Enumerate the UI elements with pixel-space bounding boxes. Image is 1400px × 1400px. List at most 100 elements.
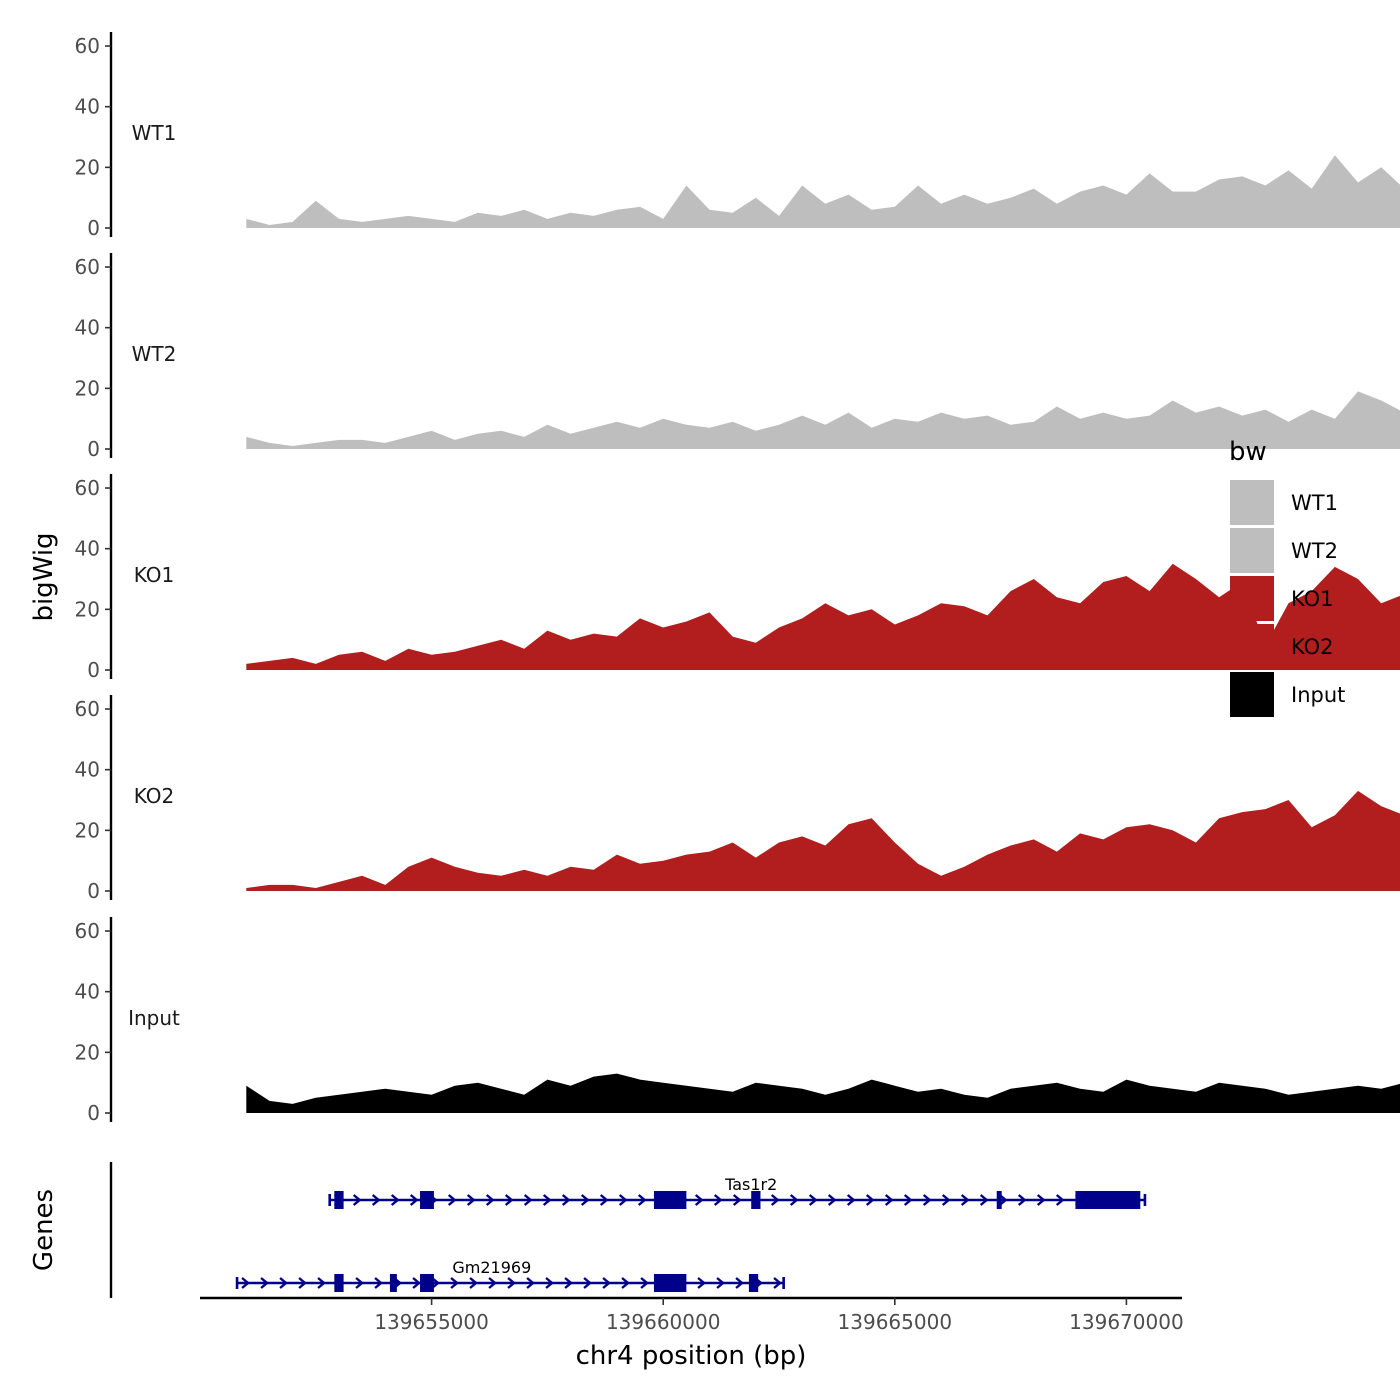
y-tick-label: 20: [75, 155, 100, 179]
y-tick-label: 40: [75, 980, 100, 1004]
strand-arrow-icon: [504, 1194, 514, 1206]
legend-label: KO1: [1291, 587, 1334, 611]
strand-arrow-icon: [447, 1194, 457, 1206]
gene-exon: [334, 1274, 344, 1292]
x-axis: 139655000 139660000 139665000 139670000 chr…: [200, 1296, 1184, 1371]
strand-arrow-icon: [770, 1194, 780, 1206]
x-axis-title: chr4 position (bp): [576, 1341, 807, 1371]
gene-exon: [420, 1274, 434, 1292]
legend-item-wt2: WT2: [1230, 528, 1338, 573]
legend-item-wt1: WT1: [1230, 480, 1338, 525]
strand-arrow-icon: [697, 1277, 706, 1289]
gene-gm21969: Gm21969: [235, 1258, 785, 1292]
x-tick-label: 139655000: [374, 1310, 489, 1334]
strand-arrow-icon: [561, 1194, 571, 1206]
y-tick-label: 40: [75, 758, 100, 782]
track-label: WT1: [132, 121, 177, 145]
gene-exon: [751, 1191, 761, 1209]
strand-arrow-icon: [865, 1194, 875, 1206]
strand-arrow-icon: [583, 1277, 592, 1289]
strand-arrow-icon: [466, 1194, 476, 1206]
y-tick-label: 20: [75, 1040, 100, 1064]
strand-arrow-icon: [469, 1277, 478, 1289]
strand-arrow-icon: [640, 1277, 649, 1289]
strand-arrow-icon: [599, 1194, 609, 1206]
strand-arrow-icon: [618, 1194, 628, 1206]
legend-item-ko1: KO1: [1230, 576, 1334, 621]
legend-item-input: Input: [1230, 672, 1345, 717]
y-tick-label: 20: [75, 376, 100, 400]
legend-items: WT1 WT2 KO1 KO2 Input: [1230, 480, 1345, 717]
genes-panel: Genes Tas1r2 Gm21969: [29, 1162, 1147, 1298]
track-panel-ko2: 0 20 40 60 KO2: [75, 695, 1400, 903]
strand-arrow-icon: [409, 1194, 419, 1206]
legend-label: WT1: [1291, 491, 1338, 515]
strand-arrow-icon: [941, 1194, 951, 1206]
gene-exon: [996, 1191, 1002, 1209]
strand-arrow-icon: [523, 1194, 533, 1206]
coverage-area-ko1: [246, 563, 1400, 670]
strand-arrow-icon: [526, 1277, 535, 1289]
y-tick-label: 40: [75, 316, 100, 340]
y-tick-label: 40: [75, 95, 100, 119]
strand-arrow-icon: [355, 1277, 364, 1289]
legend-label: KO2: [1291, 635, 1334, 659]
track-label: WT2: [132, 342, 177, 366]
gene-exon: [389, 1274, 397, 1292]
strand-arrow-icon: [1055, 1194, 1065, 1206]
strand-arrow-icon: [713, 1194, 723, 1206]
gene-exon: [1075, 1191, 1141, 1209]
y-tick-label: 60: [75, 34, 100, 58]
strand-arrow-icon: [371, 1194, 381, 1206]
strand-arrow-icon: [374, 1277, 383, 1289]
track-label: KO1: [134, 563, 175, 587]
y-tick-label: 0: [87, 658, 100, 682]
legend: bw WT1 WT2 KO1 KO2 Input: [1229, 437, 1345, 717]
strand-arrow-icon: [279, 1277, 288, 1289]
strand-arrow-icon: [390, 1194, 400, 1206]
legend-title: bw: [1229, 437, 1267, 467]
legend-swatch: [1230, 576, 1274, 621]
legend-swatch: [1230, 528, 1274, 573]
strand-arrow-icon: [735, 1277, 744, 1289]
x-tick-label: 139660000: [606, 1310, 721, 1334]
track-panel-wt2: 0 20 40 60 WT2: [75, 253, 1400, 461]
gene-exon: [748, 1274, 759, 1292]
y-axis-title: bigWig: [29, 532, 59, 621]
strand-arrow-icon: [352, 1194, 362, 1206]
coverage-area-input: [246, 1073, 1400, 1113]
coverage-area-ko2: [246, 790, 1400, 891]
track-label: Input: [128, 1006, 180, 1030]
coverage-area-wt2: [246, 391, 1400, 449]
gene-tas1r2: Tas1r2: [328, 1175, 1147, 1209]
y-tick-label: 60: [75, 255, 100, 279]
y-tick-label: 20: [75, 818, 100, 842]
strand-arrow-icon: [260, 1277, 269, 1289]
gene-label: Tas1r2: [724, 1175, 777, 1194]
x-axis-ticks: 139655000 139660000 139665000 139670000: [374, 1298, 1184, 1334]
strand-arrow-icon: [773, 1277, 782, 1289]
strand-arrow-icon: [431, 1277, 440, 1289]
strand-arrow-icon: [808, 1194, 818, 1206]
gene-exon: [334, 1191, 344, 1209]
legend-swatch: [1230, 672, 1274, 717]
strand-arrow-icon: [580, 1194, 590, 1206]
strand-arrow-icon: [317, 1277, 326, 1289]
strand-arrow-icon: [1036, 1194, 1046, 1206]
strand-arrow-icon: [621, 1277, 630, 1289]
strand-arrow-icon: [564, 1277, 573, 1289]
track-panel-ko1: 0 20 40 60 KO1: [75, 474, 1400, 682]
strand-arrow-icon: [298, 1277, 307, 1289]
strand-arrow-icon: [716, 1277, 725, 1289]
strand-arrow-icon: [884, 1194, 894, 1206]
strand-arrow-icon: [846, 1194, 856, 1206]
y-tick-label: 0: [87, 216, 100, 240]
gene-models: Tas1r2 Gm21969: [235, 1175, 1147, 1292]
gene-exon: [420, 1191, 434, 1209]
y-tick-label: 0: [87, 879, 100, 903]
y-tick-label: 60: [75, 697, 100, 721]
strand-arrow-icon: [637, 1194, 647, 1206]
legend-swatch: [1230, 624, 1274, 669]
strand-arrow-icon: [1017, 1194, 1027, 1206]
legend-label: Input: [1291, 683, 1345, 707]
